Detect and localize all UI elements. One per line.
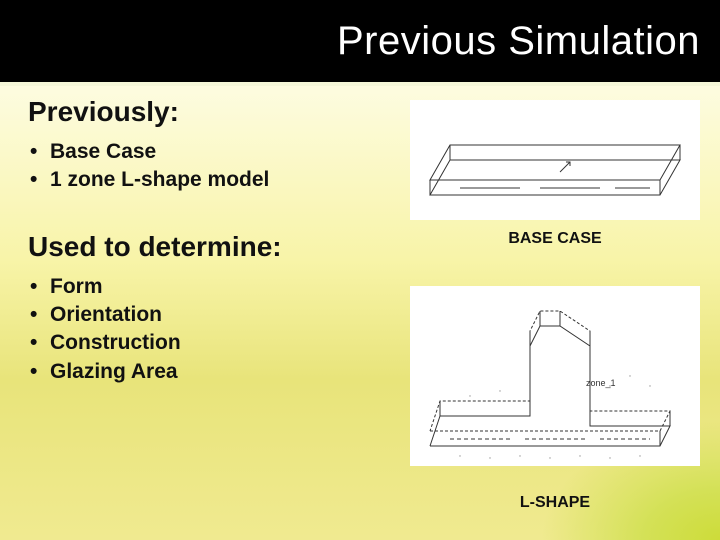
figure1-caption: BASE CASE <box>410 230 700 248</box>
section2-heading: Used to determine: <box>28 231 408 263</box>
body-content: Previously: Base Case 1 zone L-shape mod… <box>28 96 408 414</box>
list-item: 1 zone L-shape model <box>30 166 408 194</box>
section1-heading: Previously: <box>28 96 408 128</box>
zone-label: zone_1 <box>586 378 616 388</box>
figure-base-case <box>410 100 700 220</box>
base-case-wireframe-icon <box>410 100 700 220</box>
section2-list: Form Orientation Construction Glazing Ar… <box>30 273 408 386</box>
slide-title: Previous Simulation <box>337 19 700 64</box>
list-item: Base Case <box>30 138 408 166</box>
l-shape-wireframe-icon <box>410 286 700 466</box>
title-bar: Previous Simulation <box>0 0 720 82</box>
list-item: Form <box>30 273 408 301</box>
list-item: Glazing Area <box>30 358 408 386</box>
section1-list: Base Case 1 zone L-shape model <box>30 138 408 195</box>
figure-l-shape: zone_1 <box>410 286 700 466</box>
list-item: Construction <box>30 329 408 357</box>
figure2-caption: L-SHAPE <box>410 494 700 512</box>
list-item: Orientation <box>30 301 408 329</box>
slide: Previous Simulation Previously: Base Cas… <box>0 0 720 540</box>
